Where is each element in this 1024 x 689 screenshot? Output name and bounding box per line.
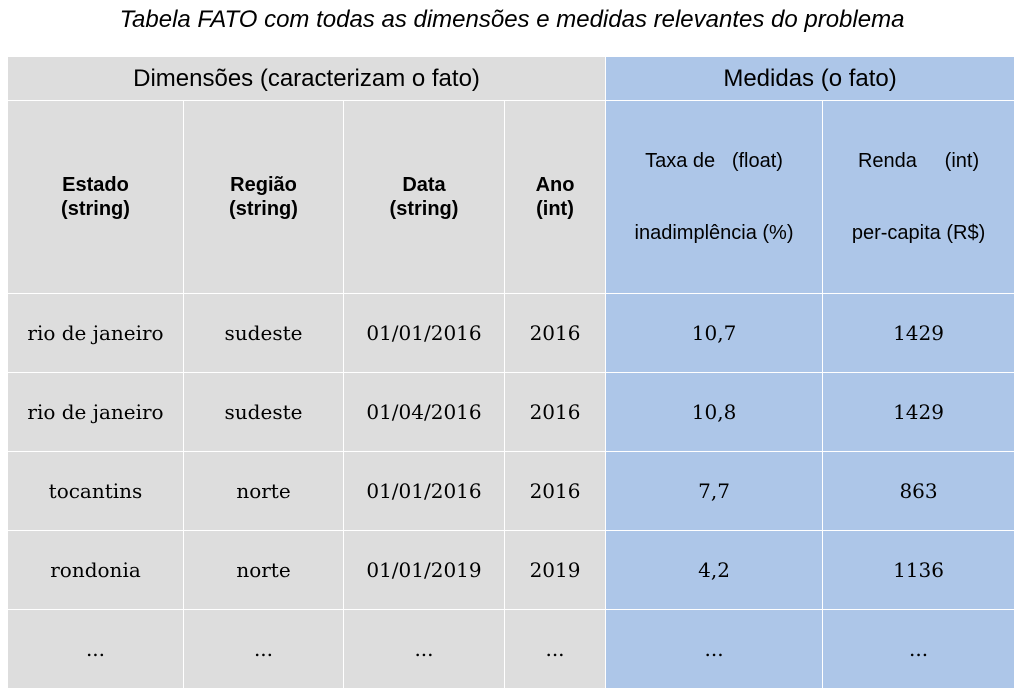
table-row: rondonia norte 01/01/2019 2019 4,2 1136 bbox=[7, 530, 1016, 610]
column-header-renda: Renda (int) per-capita (R$) bbox=[822, 100, 1016, 294]
page-title: Tabela FATO com todas as dimensões e med… bbox=[119, 6, 905, 33]
cell-data: ... bbox=[343, 609, 505, 689]
column-header-line2: per-capita (R$) bbox=[851, 222, 986, 244]
fact-table: Dimensões (caracterizam o fato) Medidas … bbox=[6, 56, 1016, 689]
cell-taxa: 10,8 bbox=[605, 372, 824, 452]
cell-taxa: 7,7 bbox=[605, 451, 824, 531]
column-header-line1: Ano bbox=[535, 174, 575, 196]
cell-regiao: sudeste bbox=[183, 293, 344, 373]
cell-taxa: 10,7 bbox=[605, 293, 824, 373]
column-header-line1: Renda (int) bbox=[857, 150, 980, 172]
column-header-line1: Região bbox=[230, 174, 297, 196]
cell-renda: ... bbox=[822, 609, 1016, 689]
column-header-line2: (string) bbox=[389, 198, 459, 220]
column-header-line2: inadimplência (%) bbox=[634, 222, 794, 244]
cell-estado: rondonia bbox=[7, 530, 184, 610]
cell-estado: ... bbox=[7, 609, 184, 689]
cell-data: 01/01/2016 bbox=[343, 451, 505, 531]
cell-estado: rio de janeiro bbox=[7, 372, 184, 452]
cell-data: 01/01/2016 bbox=[343, 293, 505, 373]
cell-regiao: norte bbox=[183, 451, 344, 531]
table-row: tocantins norte 01/01/2016 2016 7,7 863 bbox=[7, 451, 1016, 531]
column-header-regiao: Região (string) bbox=[183, 100, 344, 294]
table-row: rio de janeiro sudeste 01/04/2016 2016 1… bbox=[7, 372, 1016, 452]
cell-estado: rio de janeiro bbox=[7, 293, 184, 373]
cell-ano: 2016 bbox=[503, 293, 607, 373]
table-row: ... ... ... ... ... ... bbox=[7, 609, 1016, 689]
cell-renda: 1429 bbox=[822, 372, 1016, 452]
column-header-taxa: Taxa de (float) inadimplência (%) bbox=[605, 100, 824, 294]
column-header-estado: Estado (string) bbox=[7, 100, 184, 294]
column-header-line1: Estado bbox=[62, 174, 129, 196]
cell-taxa: 4,2 bbox=[605, 530, 824, 610]
column-header-line2: (string) bbox=[61, 198, 130, 220]
dimensions-group-header: Dimensões (caracterizam o fato) bbox=[6, 56, 607, 101]
cell-renda: 863 bbox=[822, 451, 1016, 531]
cell-data: 01/04/2016 bbox=[343, 372, 505, 452]
column-header-row: Estado (string) Região (string) Data (st… bbox=[7, 100, 1016, 294]
cell-ano: ... bbox=[503, 609, 607, 689]
column-header-ano: Ano (int) bbox=[503, 100, 607, 294]
group-header-row: Dimensões (caracterizam o fato) Medidas … bbox=[6, 56, 1016, 101]
cell-regiao: norte bbox=[183, 530, 344, 610]
cell-taxa: ... bbox=[605, 609, 824, 689]
cell-renda: 1429 bbox=[822, 293, 1016, 373]
cell-ano: 2016 bbox=[503, 451, 607, 531]
cell-data: 01/01/2019 bbox=[343, 530, 505, 610]
table-row: rio de janeiro sudeste 01/01/2016 2016 1… bbox=[7, 293, 1016, 373]
cell-regiao: sudeste bbox=[183, 372, 344, 452]
cell-estado: tocantins bbox=[7, 451, 184, 531]
column-header-line1: Data bbox=[402, 174, 446, 196]
measures-group-header: Medidas (o fato) bbox=[605, 56, 1016, 101]
cell-ano: 2019 bbox=[503, 530, 607, 610]
column-header-data: Data (string) bbox=[343, 100, 505, 294]
cell-regiao: ... bbox=[183, 609, 344, 689]
cell-renda: 1136 bbox=[822, 530, 1016, 610]
column-header-line1: Taxa de (float) bbox=[645, 150, 783, 172]
cell-ano: 2016 bbox=[503, 372, 607, 452]
column-header-line2: (int) bbox=[536, 198, 574, 220]
column-header-line2: (string) bbox=[229, 198, 298, 220]
